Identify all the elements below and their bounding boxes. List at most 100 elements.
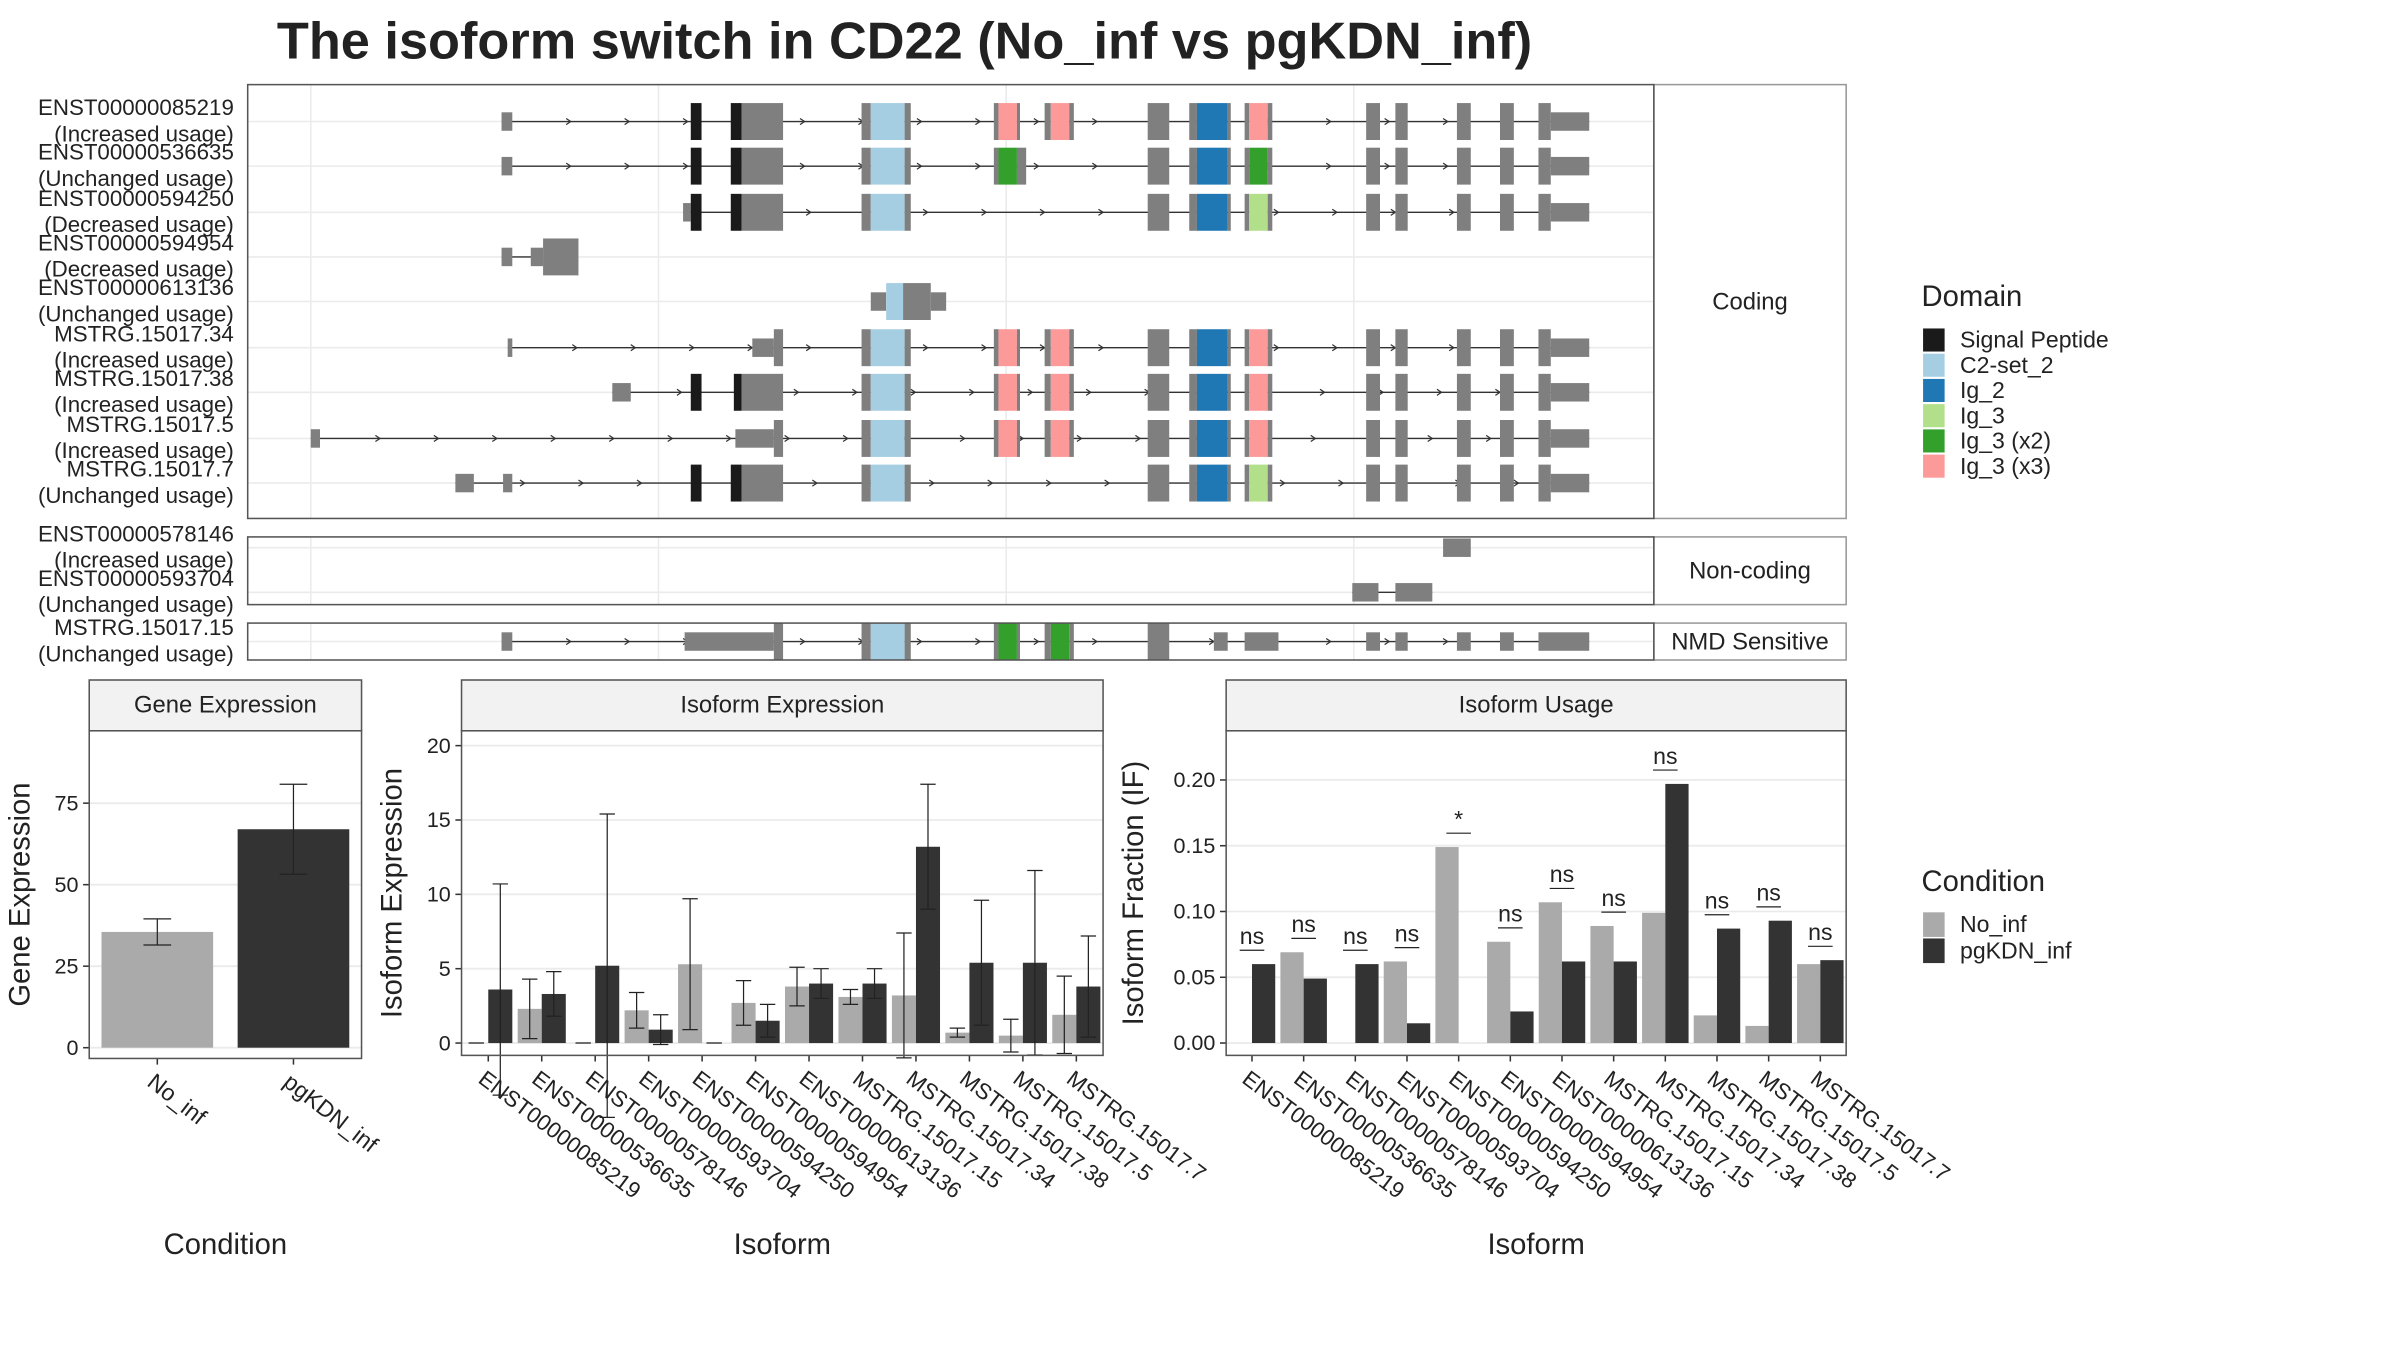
exon: [1366, 329, 1380, 367]
bar: [1538, 902, 1562, 1044]
transcript-name: MSTRG.15017.7: [67, 457, 234, 482]
intron-arrow: [1325, 637, 1332, 646]
intron-arrow: [922, 208, 929, 216]
bar: [945, 1032, 970, 1044]
exon: [1395, 147, 1408, 185]
exon: [1366, 464, 1380, 502]
transcript-name: MSTRG.15017.15: [54, 615, 234, 640]
exon: [501, 632, 513, 651]
exon: [1395, 329, 1408, 367]
bar: [1303, 978, 1327, 1044]
exon: [904, 464, 911, 502]
error-bar: [735, 979, 752, 1026]
domain: [690, 147, 702, 185]
error-bar: [522, 978, 538, 1040]
figure-title: The isoform switch in CD22 (No_inf vs pg…: [277, 12, 1532, 70]
intron-arrow: [916, 637, 923, 646]
error-bar: [1003, 1018, 1019, 1053]
exon: [1244, 464, 1250, 502]
error-bar: [973, 899, 990, 1026]
panel: [461, 730, 1104, 1056]
exon: [1244, 632, 1279, 651]
domain: [870, 373, 905, 411]
panel-title: Isoform Usage: [1459, 691, 1614, 718]
intron-arrow: [1033, 117, 1040, 126]
intron-arrow: [682, 162, 689, 170]
exon: [1244, 329, 1250, 367]
exon: [904, 103, 911, 140]
bar: [1510, 1011, 1534, 1044]
domain: [1196, 420, 1228, 457]
exon: [1227, 464, 1231, 502]
panel-border: [460, 730, 1104, 1057]
exon: [993, 103, 999, 140]
domain: [998, 420, 1017, 457]
domain: [1050, 623, 1070, 660]
intron-arrow: [916, 162, 923, 170]
panel-strip: [1225, 679, 1847, 732]
exon: [930, 292, 947, 311]
exon: [904, 623, 911, 660]
exon: [741, 373, 784, 411]
domain: [1249, 147, 1268, 185]
exon: [501, 247, 513, 267]
exon: [1267, 103, 1273, 140]
exon: [1395, 420, 1408, 457]
exon: [1395, 103, 1408, 140]
y-tick-label: 0.15: [1173, 834, 1215, 858]
x-tick-label: pgKDN_inf: [279, 1068, 383, 1158]
error-bar: [920, 783, 936, 910]
domain: [1050, 373, 1070, 411]
exon: [741, 147, 784, 185]
significance-label: ns: [1498, 901, 1522, 927]
exon: [1500, 147, 1514, 185]
y-tick-label: 25: [55, 954, 79, 978]
bar: [1487, 941, 1511, 1044]
exon: [752, 338, 774, 357]
intron-arrow: [519, 479, 526, 487]
exon: [1044, 623, 1051, 660]
exon: [1395, 193, 1408, 231]
panel-strip: [88, 679, 363, 732]
exon: [1044, 420, 1051, 457]
y-tick-label: 75: [55, 791, 79, 815]
intron-arrow: [1448, 208, 1455, 216]
domain: [733, 373, 742, 411]
legend-title: Domain: [1922, 281, 2023, 313]
intron-arrow: [624, 117, 631, 126]
transcript-name: MSTRG.15017.38: [54, 366, 234, 391]
intron-arrow: [851, 388, 859, 396]
y-tick-label: 0: [439, 1031, 451, 1055]
domain: [1050, 329, 1070, 367]
transcript-status: (Decreased usage): [44, 257, 234, 282]
intron-arrow: [842, 434, 849, 443]
intron-arrow: [975, 162, 982, 170]
y-tick-label: 50: [55, 873, 79, 897]
intron-arrow: [682, 117, 689, 126]
intron-arrow: [1442, 162, 1449, 170]
exon: [861, 464, 871, 502]
intron-arrow: [1104, 479, 1111, 487]
intron-arrow: [1098, 344, 1105, 352]
exon: [904, 193, 911, 231]
bar: [1768, 920, 1792, 1044]
intron-arrow: [1279, 479, 1286, 487]
domain: [1249, 103, 1268, 140]
exon: [1456, 373, 1471, 411]
significance-label: ns: [1291, 911, 1315, 937]
exon: [1500, 373, 1514, 411]
intron-arrow: [1045, 479, 1052, 487]
group-strip: [1653, 622, 1847, 661]
domain: [690, 193, 702, 231]
exon: [1267, 373, 1273, 411]
exon: [861, 147, 871, 185]
exon: [1147, 623, 1170, 660]
exon: [1016, 147, 1027, 185]
exon: [1456, 464, 1471, 502]
exon: [1500, 193, 1514, 231]
exon: [1395, 583, 1433, 602]
exon: [1069, 420, 1074, 457]
exon: [543, 238, 579, 276]
domain: [998, 329, 1017, 367]
